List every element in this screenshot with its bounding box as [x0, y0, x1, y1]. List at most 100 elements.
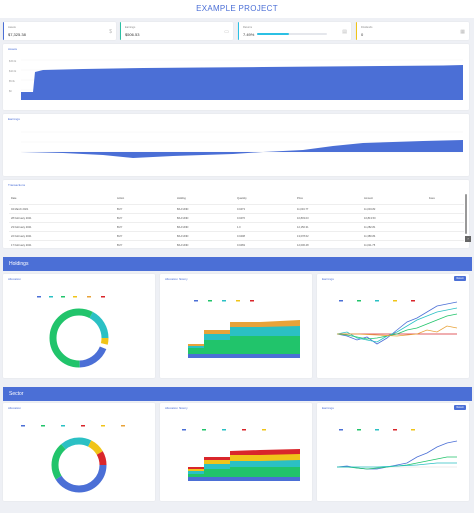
cell-price: 12,150.31: [297, 226, 309, 229]
earnings-card: Earnings: [3, 114, 469, 176]
stat-label: Assets: [8, 26, 16, 29]
stat-label: Earnings: [125, 26, 136, 29]
stat-label: Dividends: [361, 26, 373, 29]
holdings-section-header: Holdings: [3, 257, 472, 271]
holdings-allocation-history-card: Allocation history: [160, 274, 312, 378]
earnings-chart: [21, 131, 463, 158]
earnings-card-title: Earnings: [8, 117, 20, 121]
dollar-icon: $: [109, 29, 112, 35]
donut: [49, 308, 109, 368]
sector-allocation-history-chart: [182, 429, 300, 481]
table-row[interactable]: 28 February 2021 BUY BA.FUND 0.0476 10,8…: [9, 213, 464, 222]
holdings-allocation-history-chart: [182, 300, 300, 358]
cell-holding: BA.FUND: [177, 208, 189, 211]
cell-holding: BA.FUND: [177, 226, 189, 229]
page-header: EXAMPLE PROJECT: [0, 0, 474, 18]
legend: [37, 296, 105, 298]
holdings-earnings-card: Earnings Return: [317, 274, 469, 378]
stat-card-earnings: Earnings $506.53 ▭: [120, 22, 233, 40]
assets-area: [21, 65, 463, 100]
cell-action: BUY: [117, 235, 123, 238]
holdings-allocation-card: Allocation: [3, 274, 155, 378]
stat-value: $506.53: [125, 32, 140, 37]
sector-earnings-card: Earnings Return: [317, 403, 469, 501]
cell-quantity: 1.0: [237, 226, 241, 229]
cell-amount: 11,380.84: [364, 235, 376, 238]
return-button[interactable]: Return: [454, 405, 466, 410]
cell-holding: BA.FUND: [177, 244, 189, 247]
cell-amount: 11,282.81: [364, 226, 376, 229]
cell-price: 11,034.77: [297, 208, 309, 211]
return-button[interactable]: Return: [454, 276, 466, 281]
panel-title: Allocation: [8, 406, 22, 410]
holdings-earnings-chart: [336, 300, 458, 345]
scroll-arrow-right[interactable]: ›: [465, 236, 471, 242]
stat-card-returns: Returns 7.49% ▤: [238, 22, 351, 40]
cell-holding: BA.FUND: [177, 235, 189, 238]
svg-text:$0: $0: [9, 90, 12, 93]
earnings-area: [21, 140, 463, 158]
sector-section-header: Sector: [3, 387, 472, 401]
sector-section-title: Sector: [9, 391, 24, 397]
svg-text:$5.0k: $5.0k: [9, 80, 16, 83]
cell-amount: 11,004.82: [364, 208, 376, 211]
page-title: EXAMPLE PROJECT: [196, 4, 278, 13]
cell-quantity: 0.0408: [237, 235, 245, 238]
cell-price: 12,006.48: [297, 244, 309, 247]
stat-value: 0: [361, 32, 364, 37]
panel-title: Earnings: [322, 277, 334, 281]
transactions-card: Transactions Date Action Holding Quantit…: [3, 180, 469, 248]
column-header: Date: [11, 197, 17, 200]
sector-earnings-chart: [336, 429, 458, 470]
panel-title: Earnings: [322, 406, 334, 410]
stat-value: 7.49%: [243, 32, 255, 37]
panel-title: Allocation history: [165, 406, 188, 410]
stat-value: $7,325.38: [8, 32, 26, 37]
sector-allocation-card: Allocation: [3, 403, 155, 501]
stat-card-assets: Assets $7,325.38 $: [3, 22, 116, 40]
cell-holding: BA.FUND: [177, 217, 189, 220]
table-row[interactable]: 04 March 2021 BUY BA.FUND 0.0473 11,034.…: [9, 204, 464, 213]
cell-action: BUY: [117, 217, 123, 220]
calendar-icon: ▦: [460, 29, 465, 35]
panel-title: Allocation: [8, 277, 22, 281]
wallet-icon: ▭: [224, 29, 229, 35]
table-row[interactable]: 23 February 2021 BUY BA.FUND 1.0 12,150.…: [9, 222, 464, 231]
svg-text:$15.0k: $15.0k: [9, 60, 17, 63]
stat-label: Returns: [243, 26, 253, 29]
returns-progress-bar: [257, 33, 327, 35]
cell-price: 13,078.62: [297, 235, 309, 238]
table-row[interactable]: 17 February 2021 BUY BA.FUND 0.0469 12,0…: [9, 240, 464, 248]
assets-card: Assets $15.0k $10.0k $5.0k $0: [3, 44, 469, 110]
cell-action: BUY: [117, 226, 123, 229]
cell-action: BUY: [117, 244, 123, 247]
stat-card-dividends: Dividends 0 ▦: [356, 22, 469, 40]
svg-text:$10.0k: $10.0k: [9, 70, 17, 73]
holdings-donut-chart: [37, 296, 109, 368]
cell-price: 10,803.03: [297, 217, 309, 220]
assets-chart: $15.0k $10.0k $5.0k $0: [9, 59, 463, 100]
column-header: Action: [117, 197, 125, 200]
column-header: Amount: [364, 197, 373, 200]
column-header: Fees: [429, 197, 435, 200]
column-header: Price: [297, 197, 303, 200]
transactions-title: Transactions: [8, 183, 26, 187]
cell-quantity: 0.0473: [237, 208, 245, 211]
chart-icon: ▤: [342, 29, 347, 35]
sector-allocation-history-card: Allocation history: [160, 403, 312, 501]
cell-date: 23 February 2021: [11, 226, 32, 229]
cell-date: 04 March 2021: [11, 208, 29, 211]
cell-quantity: 0.0476: [237, 217, 245, 220]
cell-date: 28 February 2021: [11, 217, 32, 220]
returns-progress-fill: [257, 33, 289, 35]
table-header-row: Date Action Holding Quantity Price Amoun…: [9, 194, 464, 203]
sector-donut-chart: [21, 425, 125, 493]
assets-card-title: Assets: [8, 47, 18, 51]
table-row[interactable]: 22 February 2021 BUY BA.FUND 0.0408 13,0…: [9, 231, 464, 240]
cell-date: 17 February 2021: [11, 244, 32, 247]
cell-quantity: 0.0469: [237, 244, 245, 247]
table-scrollbar[interactable]: [465, 194, 467, 234]
cell-action: BUY: [117, 208, 123, 211]
cell-amount: 11,011.75: [364, 244, 376, 247]
column-header: Quantity: [237, 197, 247, 200]
